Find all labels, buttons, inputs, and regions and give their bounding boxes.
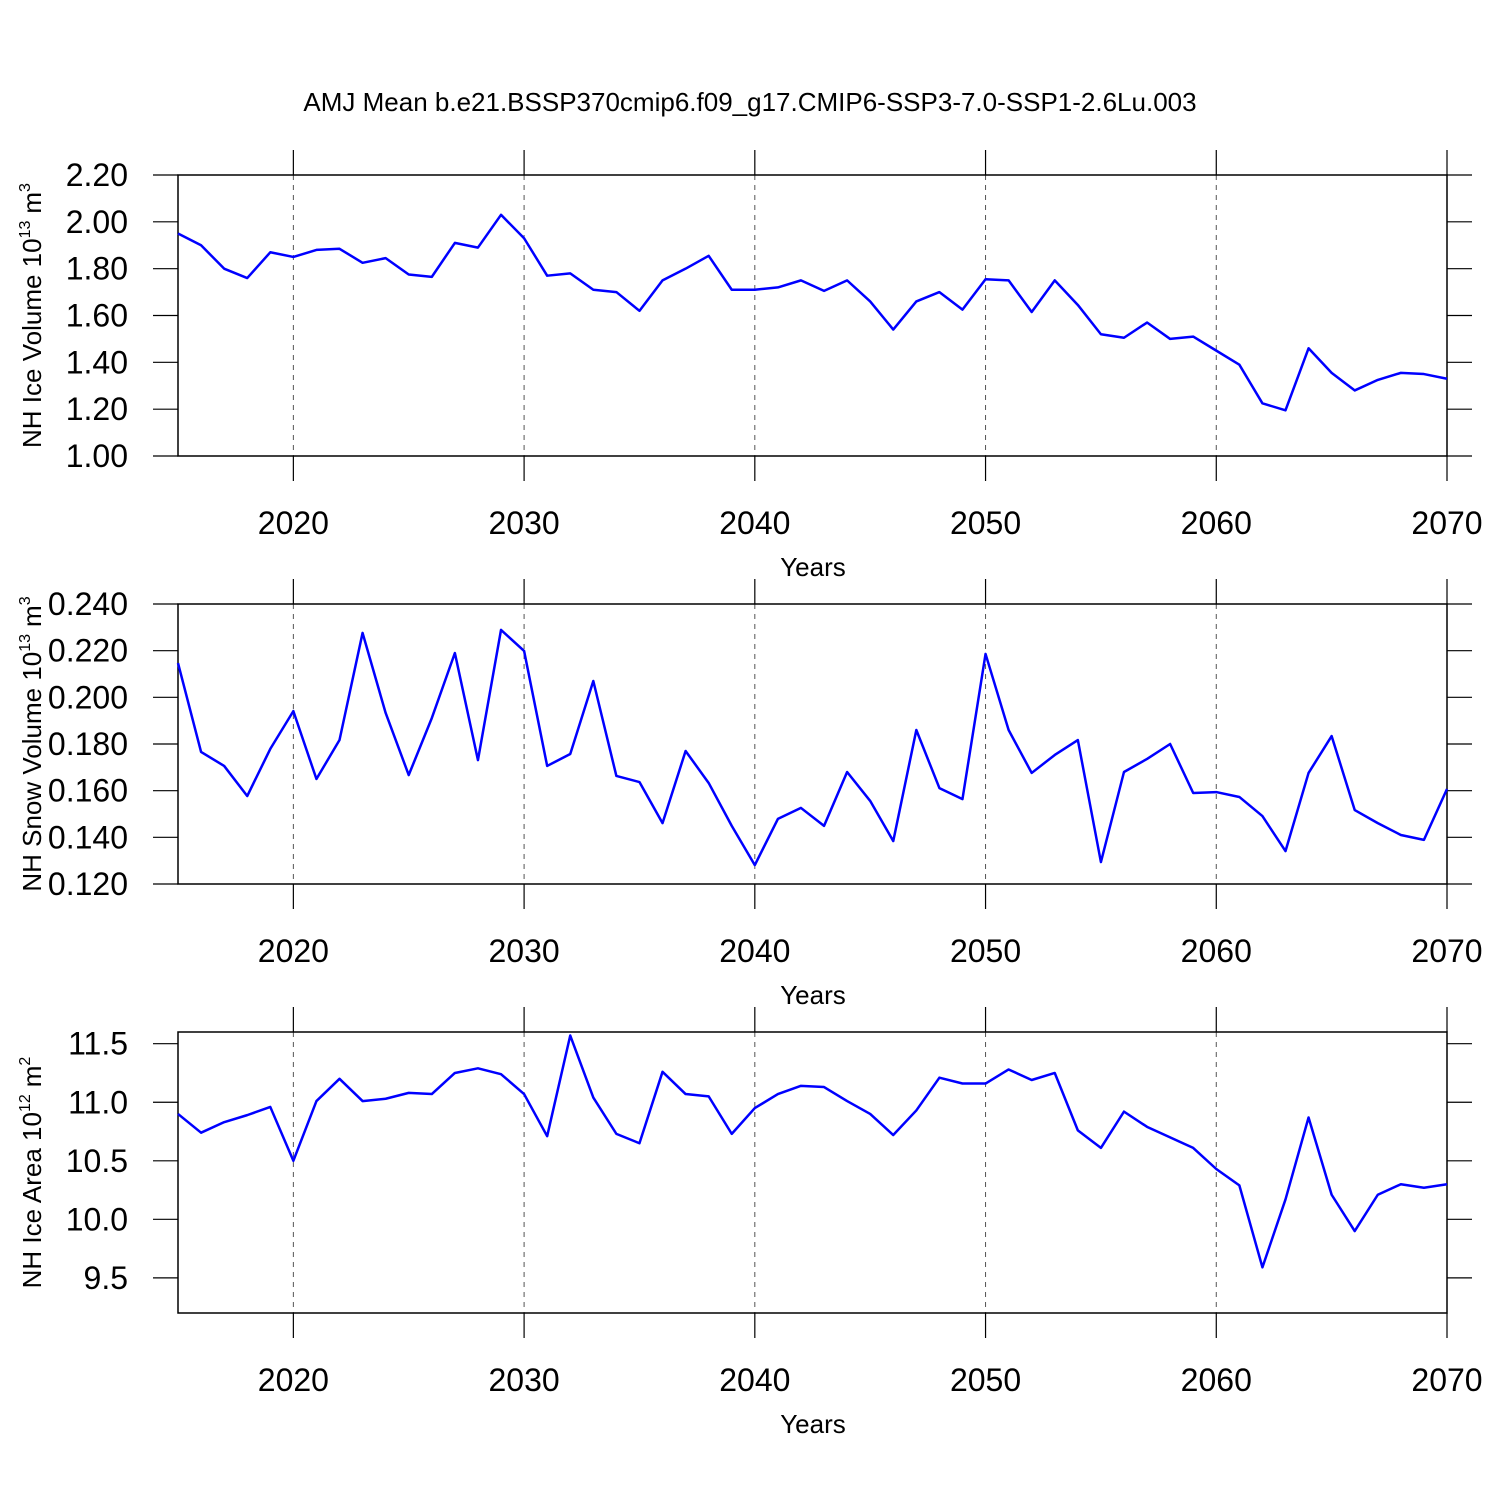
- chart-title: AMJ Mean b.e21.BSSP370cmip6.f09_g17.CMIP…: [303, 87, 1196, 117]
- x-axis-label: Years: [780, 552, 846, 582]
- data-line: [177, 1034, 1448, 1269]
- y-tick-label: 0.140: [48, 819, 128, 855]
- y-tick-label: 2.20: [66, 157, 128, 193]
- x-tick-label: 2040: [719, 933, 790, 969]
- x-tick-label: 2020: [258, 1362, 329, 1398]
- y-axis-label-exponent: 12: [17, 1094, 34, 1112]
- plot-frame: [177, 1031, 1448, 1314]
- y-tick-label: 0.240: [48, 586, 128, 622]
- y-tick-label: 9.5: [84, 1260, 128, 1296]
- y-tick-label: 0.220: [48, 633, 128, 669]
- y-axis-label-unit: m: [17, 605, 47, 627]
- y-tick-label: 0.120: [48, 866, 128, 902]
- y-axis-label: NH Ice Volume 1013 m3: [17, 183, 47, 448]
- data-line: [176, 628, 1449, 867]
- y-axis-label-text: NH Ice Volume 10: [17, 238, 47, 448]
- x-tick-label: 2070: [1411, 933, 1482, 969]
- x-tick-label: 2060: [1181, 933, 1252, 969]
- x-tick-label: 2040: [719, 505, 790, 541]
- x-tick-label: 2030: [488, 505, 559, 541]
- x-tick-label: 2030: [488, 1362, 559, 1398]
- plot-frame: [177, 174, 1448, 457]
- y-tick-label: 1.00: [66, 438, 128, 474]
- x-tick-label: 2030: [488, 933, 559, 969]
- x-tick-label: 2050: [950, 1362, 1021, 1398]
- y-tick-label: 1.80: [66, 251, 128, 287]
- y-axis-label-exponent: 13: [17, 634, 34, 652]
- plot-frame: [177, 603, 1448, 885]
- y-tick-label: 0.180: [48, 726, 128, 762]
- y-tick-label: 11.5: [68, 1026, 128, 1062]
- y-axis-label: NH Snow Volume 1013 m3: [17, 596, 47, 891]
- x-tick-label: 2060: [1181, 505, 1252, 541]
- y-tick-label: 0.160: [48, 773, 128, 809]
- data-line: [177, 213, 1448, 412]
- y-axis-label-unit-exponent: 3: [17, 596, 34, 605]
- y-axis-label-text: NH Snow Volume 10: [17, 652, 47, 892]
- x-tick-label: 2020: [258, 933, 329, 969]
- y-tick-label: 11.0: [68, 1084, 128, 1120]
- x-tick-label: 2060: [1181, 1362, 1252, 1398]
- y-tick-label: 10.5: [66, 1143, 128, 1179]
- y-tick-label: 1.40: [66, 344, 128, 380]
- y-axis-label-unit: m: [17, 1066, 47, 1088]
- y-axis-label-unit: m: [17, 192, 47, 214]
- x-tick-label: 2050: [950, 933, 1021, 969]
- y-tick-label: 2.00: [66, 204, 128, 240]
- y-axis-label-text: NH Ice Area 10: [17, 1112, 47, 1288]
- y-axis-label-exponent: 13: [17, 221, 34, 239]
- y-tick-label: 1.20: [66, 391, 128, 427]
- x-tick-label: 2020: [258, 505, 329, 541]
- y-axis-label-unit-exponent: 2: [17, 1057, 34, 1066]
- y-axis-label-unit-exponent: 3: [17, 183, 34, 192]
- x-tick-label: 2050: [950, 505, 1021, 541]
- y-tick-label: 1.60: [66, 298, 128, 334]
- x-axis-label: Years: [780, 1409, 846, 1439]
- x-tick-label: 2070: [1411, 505, 1482, 541]
- x-axis-label: Years: [780, 980, 846, 1010]
- x-tick-label: 2040: [719, 1362, 790, 1398]
- y-axis-label: NH Ice Area 1012 m2: [17, 1057, 47, 1289]
- y-tick-label: 10.0: [66, 1201, 128, 1237]
- x-tick-label: 2070: [1411, 1362, 1482, 1398]
- y-tick-label: 0.200: [48, 679, 128, 715]
